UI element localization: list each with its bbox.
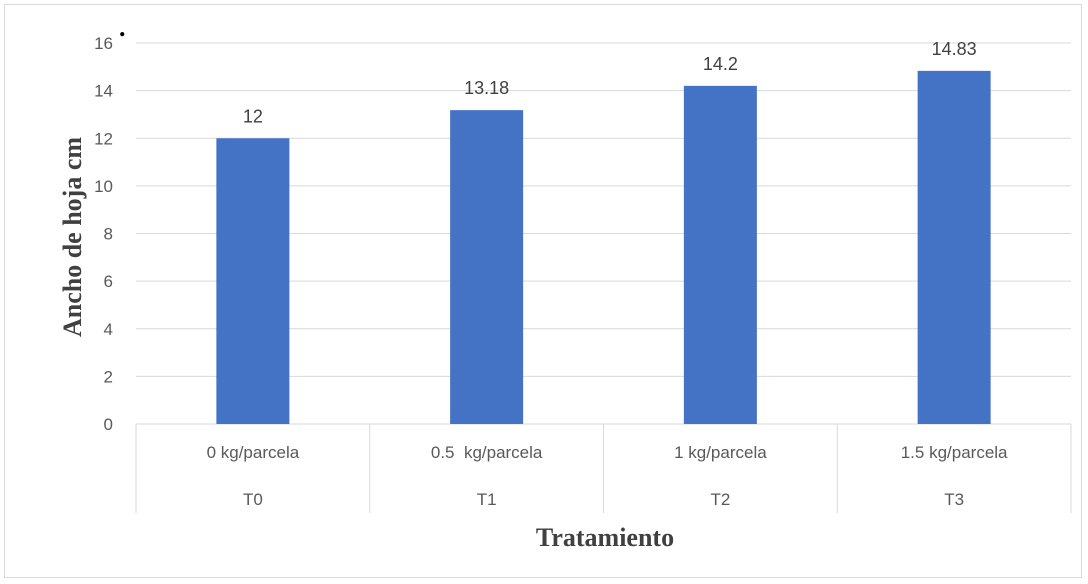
y-tick-label: 12 (94, 129, 113, 148)
category-group-label: T1 (477, 490, 497, 509)
x-axis-title: Tratamiento (536, 523, 674, 552)
category-group-label: T3 (944, 490, 964, 509)
y-tick-labels: 0 2 4 6 8 10 12 14 16 (94, 34, 113, 434)
category-dose-label: 1 kg/parcela (674, 443, 767, 462)
chart-frame: 0 2 4 6 8 10 12 14 16 12 13.18 14.2 14.83 0 kg/parc… (4, 4, 1082, 578)
category-group-label: T2 (710, 490, 730, 509)
y-tick-label: 6 (104, 272, 113, 291)
y-tick-label: 0 (104, 415, 113, 434)
category-axis: 0 kg/parcela T0 0.5 kg/parcela T1 1 kg/parce… (135, 424, 1072, 513)
data-label: 14.2 (703, 54, 738, 74)
y-tick-label: 2 (104, 367, 113, 386)
data-labels: 12 13.18 14.2 14.83 (243, 39, 977, 126)
data-label: 13.18 (464, 78, 509, 98)
data-label: 12 (243, 106, 263, 126)
bar-chart: 0 2 4 6 8 10 12 14 16 12 13.18 14.2 14.83 0 kg/parc… (58, 13, 1072, 552)
gridlines (136, 42, 1071, 425)
bar-t3 (917, 70, 991, 424)
y-tick-label: 10 (94, 177, 113, 196)
y-tick-label: 4 (104, 320, 113, 339)
y-tick-label: 16 (94, 34, 113, 53)
data-label: 14.83 (932, 39, 977, 59)
bar-t0 (216, 138, 290, 424)
category-group-label: T0 (243, 490, 263, 509)
y-axis-title: Ancho de hoja cm (58, 137, 87, 337)
y-tick-label: 8 (104, 225, 113, 244)
bars (216, 70, 991, 425)
category-dose-label: 0 kg/parcela (207, 443, 300, 462)
y-tick-label: 14 (94, 82, 113, 101)
category-dose-label: 0.5 kg/parcela (431, 443, 543, 462)
bar-t1 (450, 110, 524, 425)
bar-t2 (683, 85, 757, 425)
category-dose-label: 1.5 kg/parcela (901, 443, 1008, 462)
stray-mark: . (119, 13, 126, 42)
